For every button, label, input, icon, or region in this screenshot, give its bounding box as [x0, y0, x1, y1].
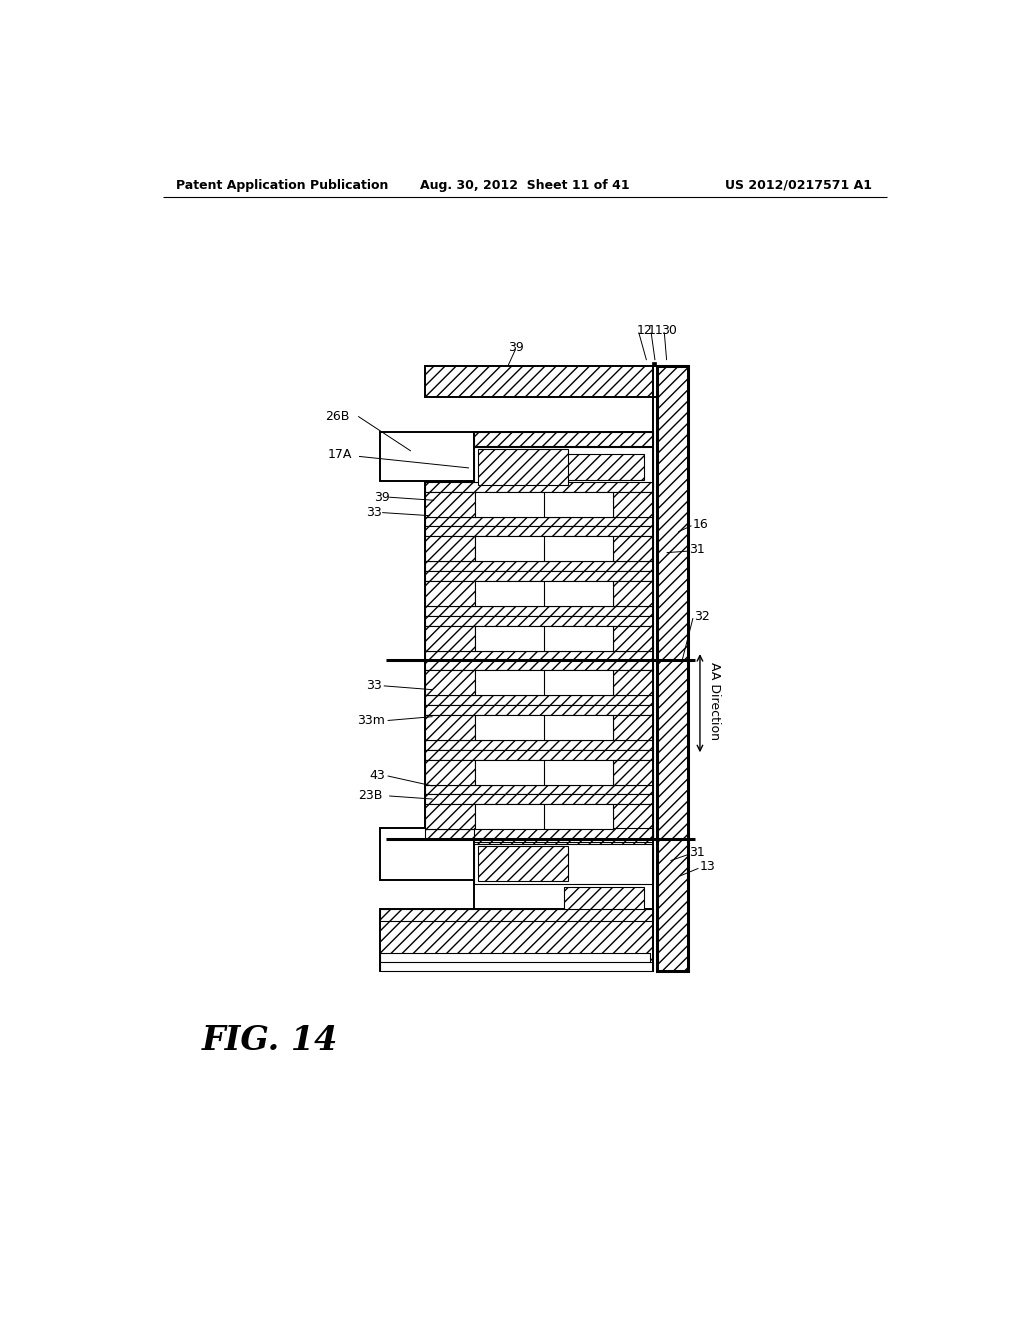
Text: 32: 32 [693, 610, 710, 623]
Bar [425, 527, 653, 572]
Text: 26B: 26B [326, 409, 350, 422]
Bar [613, 759, 653, 784]
Bar [613, 715, 653, 741]
Bar [425, 626, 475, 651]
Text: 13: 13 [699, 861, 715, 874]
Bar [425, 660, 653, 705]
Bar [425, 581, 475, 606]
Bar [564, 887, 644, 913]
Bar [380, 909, 653, 970]
Bar [425, 795, 653, 840]
Bar [613, 671, 653, 696]
Text: 12: 12 [636, 323, 652, 337]
Bar [613, 491, 653, 516]
Text: 31: 31 [689, 846, 705, 859]
Bar [425, 482, 653, 527]
Text: 43: 43 [370, 770, 386, 783]
Text: 16: 16 [692, 517, 708, 531]
Bar [425, 536, 475, 561]
Text: 17A: 17A [328, 449, 352, 462]
Text: Aug. 30, 2012  Sheet 11 of 41: Aug. 30, 2012 Sheet 11 of 41 [420, 178, 630, 191]
Text: AA Direction: AA Direction [708, 663, 721, 741]
Bar [474, 432, 653, 487]
Text: 39: 39 [508, 341, 523, 354]
Bar [474, 447, 653, 487]
Bar [425, 561, 653, 572]
Bar [478, 450, 568, 484]
Bar [475, 536, 613, 561]
Bar [425, 606, 653, 615]
Bar [425, 482, 653, 491]
Bar [425, 750, 653, 759]
Bar [425, 516, 653, 527]
Bar [425, 715, 475, 741]
Bar [475, 715, 613, 741]
Bar [474, 432, 653, 446]
Bar [425, 572, 653, 615]
Text: 30: 30 [662, 323, 677, 337]
Bar [475, 671, 613, 696]
Bar [478, 846, 568, 882]
Bar [656, 367, 687, 970]
Bar [425, 705, 653, 750]
Bar [425, 615, 653, 626]
Bar [425, 660, 653, 671]
Bar [425, 784, 653, 795]
Bar [425, 829, 653, 840]
Bar [613, 804, 653, 829]
Bar [380, 829, 474, 880]
Text: US 2012/0217571 A1: US 2012/0217571 A1 [725, 178, 872, 191]
Text: 33: 33 [366, 680, 382, 693]
Bar [652, 362, 655, 367]
Bar [380, 432, 474, 480]
Bar [613, 536, 653, 561]
Bar [474, 884, 653, 916]
Bar [425, 671, 475, 696]
Bar [425, 759, 475, 784]
Bar [474, 843, 653, 884]
Bar [475, 581, 613, 606]
Bar [474, 829, 653, 884]
Bar [474, 829, 653, 842]
Bar [425, 572, 653, 581]
Text: 33m: 33m [356, 714, 384, 727]
Bar [475, 626, 613, 651]
Bar [425, 527, 653, 536]
Bar [380, 953, 649, 966]
Bar [613, 626, 653, 651]
Bar [474, 451, 653, 483]
Bar [380, 961, 653, 970]
Bar [653, 367, 656, 397]
Bar [425, 741, 653, 750]
Bar [425, 491, 475, 516]
Text: 23B: 23B [358, 789, 383, 803]
Text: Patent Application Publication: Patent Application Publication [176, 178, 388, 191]
Bar [564, 454, 644, 480]
Text: 31: 31 [689, 543, 705, 556]
Bar [380, 909, 653, 921]
Text: 39: 39 [374, 491, 389, 504]
Bar [475, 804, 613, 829]
Bar [425, 705, 653, 715]
Bar [425, 795, 653, 804]
Bar [425, 615, 653, 660]
Bar [425, 750, 653, 795]
Bar [425, 651, 653, 660]
Bar [613, 581, 653, 606]
Bar [475, 491, 613, 516]
Text: 33: 33 [366, 506, 382, 519]
Bar [475, 759, 613, 784]
Bar [425, 696, 653, 705]
Bar [425, 367, 653, 397]
Bar [425, 804, 475, 829]
Text: 11: 11 [648, 323, 664, 337]
Text: FIG. 14: FIG. 14 [202, 1023, 338, 1056]
